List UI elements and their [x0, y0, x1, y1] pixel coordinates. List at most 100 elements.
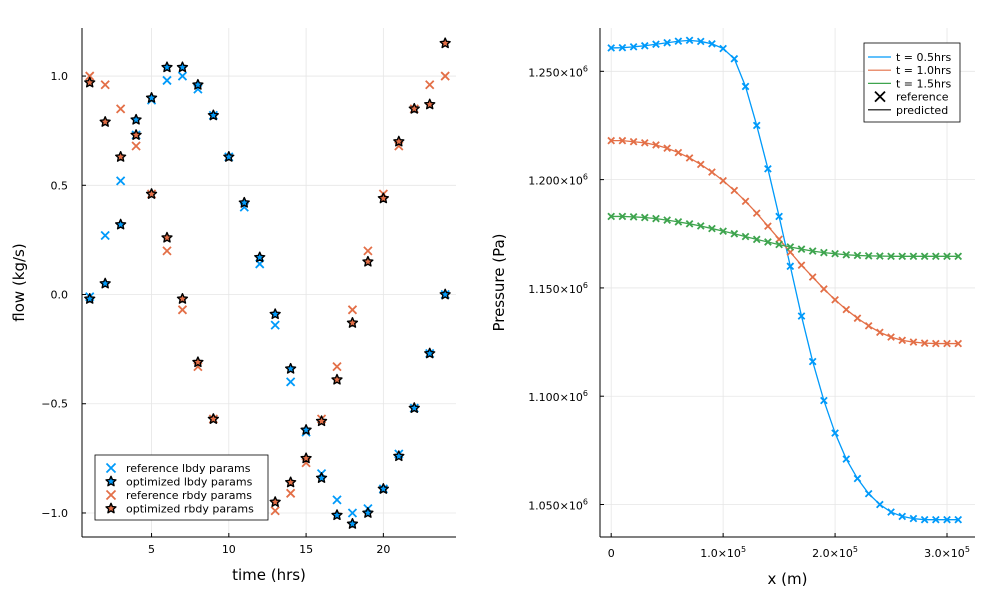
- flow-point-3: [363, 246, 373, 256]
- flow-y-axis-label: flow (kg/s): [10, 243, 28, 321]
- pressure-point-2: [864, 321, 873, 330]
- flow-legend-marker: [105, 502, 117, 514]
- pressure-point-1: [797, 312, 806, 320]
- flow-legend-label: reference lbdy params: [126, 462, 251, 475]
- pressure-point-1: [853, 474, 862, 483]
- pressure-y-tick-label: 1.150×106: [528, 281, 588, 296]
- flow-legend-marker: [105, 462, 117, 474]
- flow-point-2: [424, 347, 436, 359]
- pressure-point-2: [652, 141, 660, 149]
- pressure-point-1: [931, 515, 940, 524]
- pressure-chart: 0 1.0×105 2.0×105 3.0×105 1.050×106 1.100×106…: [490, 28, 975, 588]
- flow-point-4: [207, 413, 220, 424]
- pressure-axes: [599, 28, 975, 538]
- pressure-point-1: [696, 37, 705, 46]
- pressure-point-2: [607, 136, 616, 145]
- flow-tick-labels: 5 10 15 20 −1.0 −0.5 0.0 0.5 1.0: [41, 70, 390, 556]
- pressure-point-3: [629, 213, 638, 221]
- flow-point-4: [161, 231, 173, 243]
- pressure-point-1: [652, 40, 660, 49]
- pressure-point-2: [898, 336, 907, 345]
- pressure-point-2: [797, 261, 806, 270]
- pressure-point-2: [674, 148, 683, 157]
- pressure-point-2: [685, 154, 694, 162]
- pressure-point-3: [853, 251, 862, 260]
- pressure-legend-box: [863, 42, 961, 123]
- pressure-point-2: [920, 339, 929, 347]
- pressure-point-3: [775, 240, 783, 249]
- pressure-point-3: [808, 247, 817, 255]
- pressure-point-2: [853, 314, 862, 323]
- flow-point-4: [114, 150, 127, 162]
- pressure-legend-label: reference: [896, 91, 949, 104]
- pressure-point-2: [943, 339, 951, 348]
- pressure-point-3: [820, 248, 828, 257]
- pressure-x-axis-label: x (m): [768, 570, 808, 588]
- pressure-point-1: [674, 37, 683, 46]
- pressure-point-1: [741, 82, 750, 91]
- flow-point-2: [238, 196, 250, 208]
- pressure-point-3: [931, 252, 940, 261]
- flow-point-2: [269, 308, 281, 320]
- pressure-tick-labels: 0 1.0×105 2.0×105 3.0×105 1.050×106 1.100×106…: [528, 64, 970, 560]
- flow-point-4: [393, 135, 405, 147]
- flow-point-1: [332, 495, 342, 505]
- pressure-point-1: [685, 36, 694, 45]
- flow-x-axis-label: time (hrs): [232, 566, 306, 584]
- flow-point-3: [425, 80, 435, 90]
- pressure-point-3: [943, 252, 951, 261]
- pressure-point-2: [820, 285, 828, 293]
- flow-point-1: [162, 75, 172, 86]
- pressure-point-1: [730, 54, 739, 63]
- pressure-point-1: [764, 164, 772, 173]
- flow-grid: [82, 28, 456, 537]
- flow-point-4: [424, 98, 436, 110]
- pressure-point-3: [909, 252, 918, 261]
- flow-legend-label: reference rbdy params: [126, 489, 252, 502]
- flow-point-2: [145, 92, 158, 103]
- pressure-legend-marker: [874, 90, 886, 103]
- flow-point-3: [85, 71, 95, 81]
- flow-point-2: [377, 483, 390, 494]
- flow-point-1: [270, 320, 280, 330]
- pressure-point-3: [719, 227, 727, 236]
- pressure-point-2: [719, 176, 727, 185]
- pressure-point-3: [876, 252, 884, 260]
- pressure-point-3: [730, 229, 739, 238]
- pressure-point-2: [887, 333, 895, 341]
- flow-y-tick-label: 0.0: [51, 289, 69, 302]
- flow-point-1: [177, 71, 188, 81]
- pressure-point-1: [820, 396, 828, 405]
- pressure-y-axis-label: Pressure (Pa): [490, 233, 508, 331]
- flow-point-2: [84, 292, 96, 304]
- pressure-point-2: [663, 144, 672, 153]
- flow-point-3: [270, 506, 280, 516]
- flow-point-3: [347, 305, 358, 315]
- pressure-point-1: [663, 38, 672, 47]
- pressure-y-tick-label: 1.050×106: [528, 498, 588, 513]
- flow-point-4: [315, 415, 328, 427]
- flow-point-3: [162, 246, 172, 256]
- pressure-line-3: [611, 215, 959, 257]
- pressure-point-3: [920, 252, 929, 261]
- pressure-point-2: [831, 295, 839, 304]
- pressure-point-1: [708, 39, 716, 48]
- flow-x-tick-label: 5: [148, 543, 155, 556]
- flow-legend-box: [94, 454, 269, 521]
- pressure-point-2: [629, 137, 638, 146]
- pressure-point-3: [618, 212, 627, 221]
- flow-point-3: [332, 361, 342, 372]
- flow-point-2: [207, 109, 220, 121]
- pressure-point-3: [764, 238, 772, 246]
- pressure-point-1: [954, 515, 963, 524]
- pressure-point-1: [842, 455, 851, 463]
- flow-point-2: [192, 78, 204, 90]
- pressure-point-3: [887, 252, 895, 261]
- flow-point-4: [130, 129, 142, 140]
- pressure-y-tick-label: 1.250×106: [528, 64, 588, 79]
- flow-x-tick-label: 10: [222, 543, 236, 556]
- pressure-point-1: [786, 262, 795, 271]
- pressure-point-2: [876, 328, 884, 337]
